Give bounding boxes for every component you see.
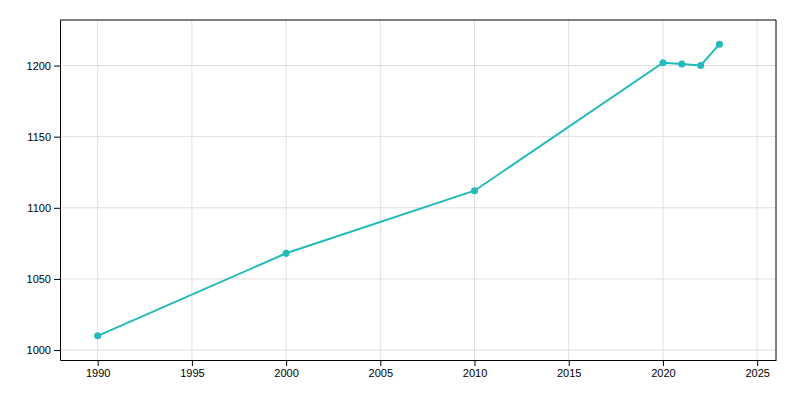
y-tick-label: 1050 — [27, 273, 51, 285]
y-axis-line — [60, 21, 61, 361]
grid-line-x — [97, 20, 98, 360]
point — [697, 62, 704, 69]
line — [98, 44, 720, 336]
x-tick: 2025 — [745, 360, 769, 379]
x-tick-mark — [569, 360, 570, 366]
grid — [60, 20, 776, 360]
x-tick: 2020 — [651, 360, 675, 379]
grid-line-y — [60, 350, 776, 351]
x-tick: 2005 — [369, 360, 393, 379]
x-tick-label: 1995 — [180, 367, 204, 379]
point — [94, 332, 101, 339]
point — [716, 41, 723, 48]
x-tick-mark — [286, 360, 287, 366]
y-tick-label: 1200 — [27, 60, 51, 72]
grid-line-y — [60, 278, 776, 279]
x-tick-mark — [757, 360, 758, 366]
y-tick: 1150 — [27, 131, 60, 143]
y-tick-mark — [54, 208, 60, 209]
y-tick: 1200 — [27, 60, 60, 72]
grid-line-x — [568, 20, 569, 360]
y-tick-mark — [54, 279, 60, 280]
point — [678, 61, 685, 68]
x-tick-label: 1990 — [86, 367, 110, 379]
grid-line-x — [757, 20, 758, 360]
x-tick-mark — [663, 360, 664, 366]
frame-top — [60, 20, 776, 21]
x-tick: 2000 — [274, 360, 298, 379]
point — [659, 59, 666, 66]
frame-right — [776, 20, 777, 360]
y-tick: 1000 — [27, 344, 60, 356]
y-tick-label: 1000 — [27, 344, 51, 356]
grid-line-y — [60, 207, 776, 208]
x-tick-mark — [475, 360, 476, 366]
x-tick: 1995 — [180, 360, 204, 379]
y-tick-mark — [54, 137, 60, 138]
x-tick-mark — [98, 360, 99, 366]
series — [94, 41, 723, 340]
y-tick: 1050 — [27, 273, 60, 285]
point — [283, 250, 290, 257]
point — [471, 187, 478, 194]
grid-line-y — [60, 65, 776, 66]
plot-area: 1990 1995 2000 2005 2010 2015 2020 2025 1000 1050… — [27, 20, 777, 379]
y-axis: 1000 1050 1100 1150 1200 — [27, 21, 61, 361]
grid-line-x — [191, 20, 192, 360]
x-tick-label: 2025 — [745, 367, 769, 379]
x-tick: 1990 — [86, 360, 110, 379]
y-tick-mark — [54, 66, 60, 67]
x-tick-label: 2005 — [369, 367, 393, 379]
y-tick: 1100 — [27, 202, 60, 214]
grid-line-x — [380, 20, 381, 360]
x-tick-mark — [380, 360, 381, 366]
x-tick-label: 2015 — [557, 367, 581, 379]
x-tick-label: 2020 — [651, 367, 675, 379]
grid-line-x — [662, 20, 663, 360]
x-tick-mark — [192, 360, 193, 366]
chart: 1990 1995 2000 2005 2010 2015 2020 2025 1000 1050… — [0, 0, 800, 400]
x-axis-line — [61, 360, 777, 361]
x-tick: 2015 — [557, 360, 581, 379]
y-tick-label: 1150 — [27, 131, 51, 143]
x-axis: 1990 1995 2000 2005 2010 2015 2020 2025 — [61, 360, 777, 379]
y-tick-mark — [54, 350, 60, 351]
y-tick-label: 1100 — [27, 202, 51, 214]
x-tick: 2010 — [463, 360, 487, 379]
grid-line-y — [60, 136, 776, 137]
x-tick-label: 2010 — [463, 367, 487, 379]
grid-line-x — [286, 20, 287, 360]
x-tick-label: 2000 — [274, 367, 298, 379]
